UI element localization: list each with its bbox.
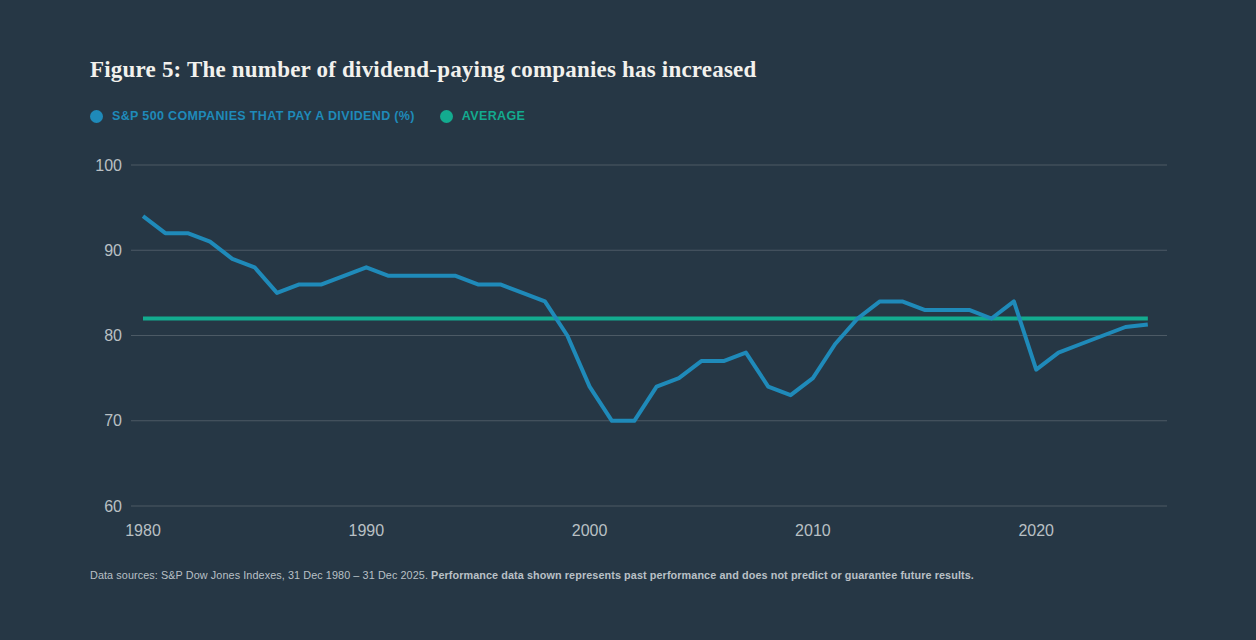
y-tick-label: 80 xyxy=(104,327,122,344)
y-tick-label: 60 xyxy=(104,498,122,515)
x-tick-label: 1990 xyxy=(349,522,385,539)
x-tick-label: 1980 xyxy=(125,522,161,539)
line-chart: 100 90 80 70 601980 1990 2000 2010 2020 xyxy=(0,0,1256,640)
x-tick-label: 2010 xyxy=(795,522,831,539)
footer-disclaimer: Data sources: S&P Dow Jones Indexes, 31 … xyxy=(90,569,974,581)
footer-data-sources: Data sources: S&P Dow Jones Indexes, 31 … xyxy=(90,569,431,581)
y-tick-label: 90 xyxy=(104,242,122,259)
y-tick-label: 100 xyxy=(95,157,122,174)
y-tick-label: 70 xyxy=(104,412,122,429)
x-tick-label: 2000 xyxy=(572,522,608,539)
x-tick-label: 2020 xyxy=(1018,522,1054,539)
footer-performance-note: Performance data shown represents past p… xyxy=(431,569,974,581)
figure-panel: Figure 5: The number of dividend-paying … xyxy=(0,0,1256,640)
